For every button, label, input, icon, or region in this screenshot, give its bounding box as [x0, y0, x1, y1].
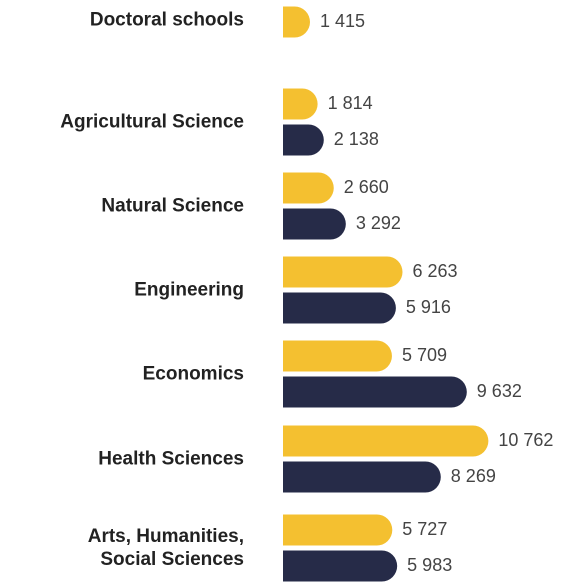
value-label: 9 632	[477, 381, 522, 401]
category-label: Doctoral schools	[89, 9, 244, 31]
value-label: 2 138	[334, 129, 379, 149]
bar	[283, 514, 393, 546]
value-label: 5 983	[407, 555, 452, 575]
bar	[283, 425, 489, 457]
category-label: Arts, Humanities, Social Sciences	[87, 526, 244, 570]
bar	[283, 376, 467, 408]
bar	[283, 256, 403, 288]
category-label: Natural Science	[101, 195, 244, 217]
category-label: Economics	[142, 363, 244, 385]
value-label: 1 415	[320, 11, 365, 31]
value-label: 2 660	[344, 177, 389, 197]
category-label: Health Sciences	[98, 448, 244, 470]
bar	[283, 292, 396, 324]
value-label: 5 709	[402, 345, 447, 365]
value-label: 6 263	[413, 261, 458, 281]
bar	[283, 340, 392, 372]
bar	[283, 550, 398, 582]
category-label: Agricultural Science	[60, 111, 244, 133]
bar	[283, 6, 310, 38]
bar	[283, 124, 324, 156]
bar	[283, 461, 441, 493]
value-label: 10 762	[498, 430, 553, 450]
value-label: 5 916	[406, 297, 451, 317]
value-label: 5 727	[402, 519, 447, 539]
value-label: 1 814	[328, 93, 373, 113]
value-label: 3 292	[356, 213, 401, 233]
bar	[283, 208, 346, 240]
bar	[283, 172, 334, 204]
category-label: Engineering	[134, 279, 244, 301]
bar	[283, 88, 318, 120]
value-label: 8 269	[451, 466, 496, 486]
